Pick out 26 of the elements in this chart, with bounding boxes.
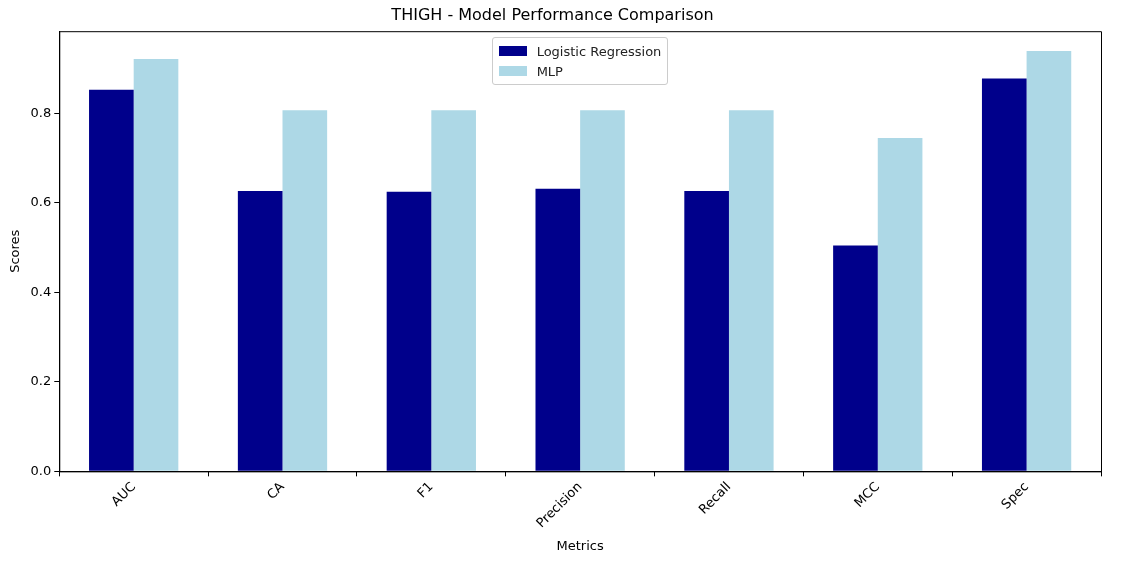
y-tick-label: 0.4: [30, 283, 52, 299]
y-tick-label: 0.6: [30, 194, 52, 210]
bar: [89, 89, 134, 471]
legend-label: Logistic Regression: [536, 43, 662, 59]
bar: [237, 190, 283, 471]
bar: [684, 190, 729, 471]
y-tick-label: 0.2: [30, 373, 52, 389]
x-tick-label: CA: [263, 478, 288, 503]
y-axis-title: Scores: [7, 229, 23, 273]
chart-title: THIGH - Model Performance Comparison: [390, 4, 714, 24]
bar: [728, 110, 774, 471]
bar: [981, 78, 1027, 471]
bar: [1026, 50, 1072, 471]
bar: [833, 245, 878, 471]
bar: [877, 138, 923, 471]
bar: [386, 191, 432, 471]
y-tick-label: 0.8: [30, 104, 52, 120]
x-axis-title: Metrics: [556, 537, 604, 553]
bar: [431, 110, 476, 471]
y-tick-label: 0.0: [30, 462, 52, 478]
bar: [282, 110, 328, 471]
bar: [580, 110, 625, 471]
bar: [133, 58, 179, 471]
x-tick-label: F1: [414, 478, 436, 501]
bar: [535, 188, 581, 471]
legend-label: MLP: [536, 63, 563, 79]
